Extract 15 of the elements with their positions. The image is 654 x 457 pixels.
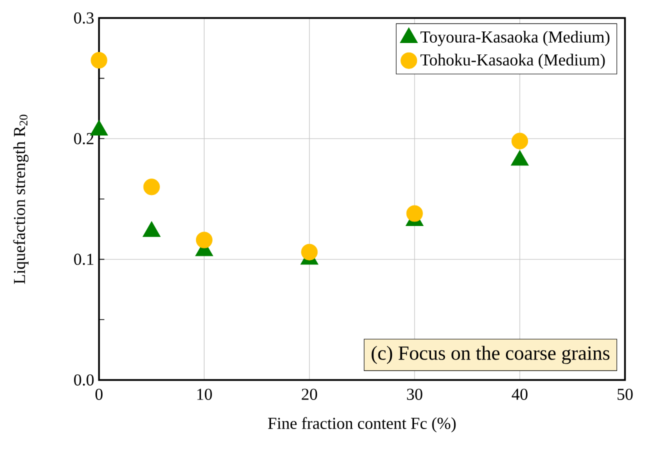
legend-label: Toyoura-Kasaoka (Medium) — [420, 30, 610, 46]
legend-label: Tohoku-Kasaoka (Medium) — [420, 54, 605, 69]
y-tick-label: 0.1 — [74, 254, 94, 265]
y-tick-label: 0.2 — [74, 133, 94, 144]
x-tick-label: 50 — [618, 388, 633, 400]
x-tick-label: 30 — [407, 388, 422, 400]
y-axis-title: Liquefaction strength R$_{20}$ — [13, 114, 29, 284]
x-tick-label: 10 — [197, 388, 212, 400]
x-tick-label: 40 — [512, 388, 528, 400]
y-tick-label: 0.3 — [74, 12, 94, 24]
x-tick-label: 20 — [302, 388, 318, 400]
x-tick-label: 0 — [95, 388, 103, 400]
y-tick-label: 0.0 — [74, 374, 94, 386]
annotation: (c) Focus on the coarse grains — [372, 346, 610, 364]
x-axis-title: Fine fraction content Fc (%) — [268, 417, 456, 432]
